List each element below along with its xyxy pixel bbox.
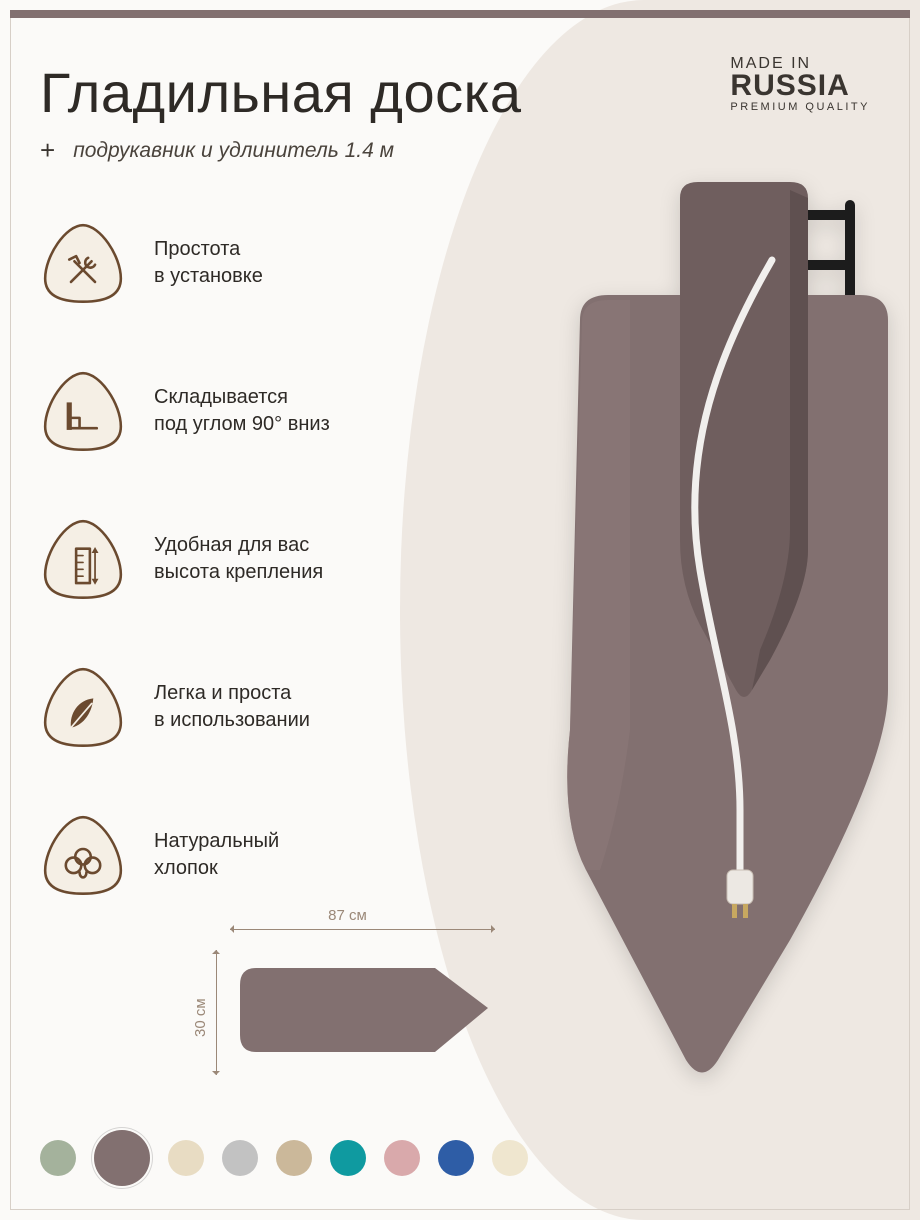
feature-item: Удобная для васвысота крепления	[40, 516, 330, 602]
color-swatch[interactable]	[168, 1140, 204, 1176]
color-swatch[interactable]	[438, 1140, 474, 1176]
color-swatch[interactable]	[40, 1140, 76, 1176]
header: Гладильная доска + подрукавник и удлинит…	[40, 60, 521, 166]
feature-item: Простотав установке	[40, 220, 330, 306]
top-accent-bar	[10, 10, 910, 18]
feature-item: Складываетсяпод углом 90° вниз	[40, 368, 330, 454]
dimension-figure: 87 см 30 см	[200, 905, 510, 1105]
feature-line2: высота крепления	[154, 559, 323, 586]
color-swatch[interactable]	[222, 1140, 258, 1176]
feature-text: Удобная для васвысота крепления	[154, 532, 323, 586]
feature-line1: Натуральный	[154, 828, 279, 855]
feature-line2: хлопок	[154, 855, 279, 882]
feature-text: Простотав установке	[154, 236, 263, 290]
feature-line2: под углом 90° вниз	[154, 411, 330, 438]
feature-line1: Удобная для вас	[154, 532, 323, 559]
dimension-width-line	[230, 929, 495, 930]
tools-icon	[40, 220, 126, 306]
feature-item: Натуральныйхлопок	[40, 812, 330, 898]
feature-line1: Складывается	[154, 384, 330, 411]
dimension-width-label: 87 см	[200, 907, 495, 924]
plus-icon: +	[40, 135, 55, 166]
page-title: Гладильная доска	[40, 60, 521, 125]
cotton-icon	[40, 812, 126, 898]
feature-line1: Простота	[154, 236, 263, 263]
color-swatch[interactable]	[94, 1130, 150, 1186]
feature-item: Легка и простав использовании	[40, 664, 330, 750]
color-swatch[interactable]	[330, 1140, 366, 1176]
feature-text: Складываетсяпод углом 90° вниз	[154, 384, 330, 438]
dimension-height-label: 30 см	[192, 960, 209, 1075]
color-swatch[interactable]	[492, 1140, 528, 1176]
subtitle-row: + подрукавник и удлинитель 1.4 м	[40, 135, 521, 166]
dimension-height-line	[216, 950, 217, 1075]
features-list: Простотав установке Складываетсяпод угло…	[40, 220, 330, 898]
made-in-line3: PREMIUM QUALITY	[730, 101, 870, 113]
made-in-badge: MADE IN RUSSIA PREMIUM QUALITY	[730, 55, 870, 113]
feature-line1: Легка и проста	[154, 680, 310, 707]
made-in-line2: RUSSIA	[730, 69, 870, 103]
feather-icon	[40, 664, 126, 750]
feature-text: Легка и простав использовании	[154, 680, 310, 734]
feature-line2: в использовании	[154, 707, 310, 734]
feature-line2: в установке	[154, 263, 263, 290]
subtitle-text: подрукавник и удлинитель 1.4 м	[73, 139, 394, 163]
product-hero-image	[490, 170, 900, 1090]
mini-board-icon	[230, 950, 495, 1070]
feature-text: Натуральныйхлопок	[154, 828, 279, 882]
ruler-icon	[40, 516, 126, 602]
color-swatch[interactable]	[276, 1140, 312, 1176]
color-swatches	[40, 1130, 528, 1186]
color-swatch[interactable]	[384, 1140, 420, 1176]
angle-icon	[40, 368, 126, 454]
